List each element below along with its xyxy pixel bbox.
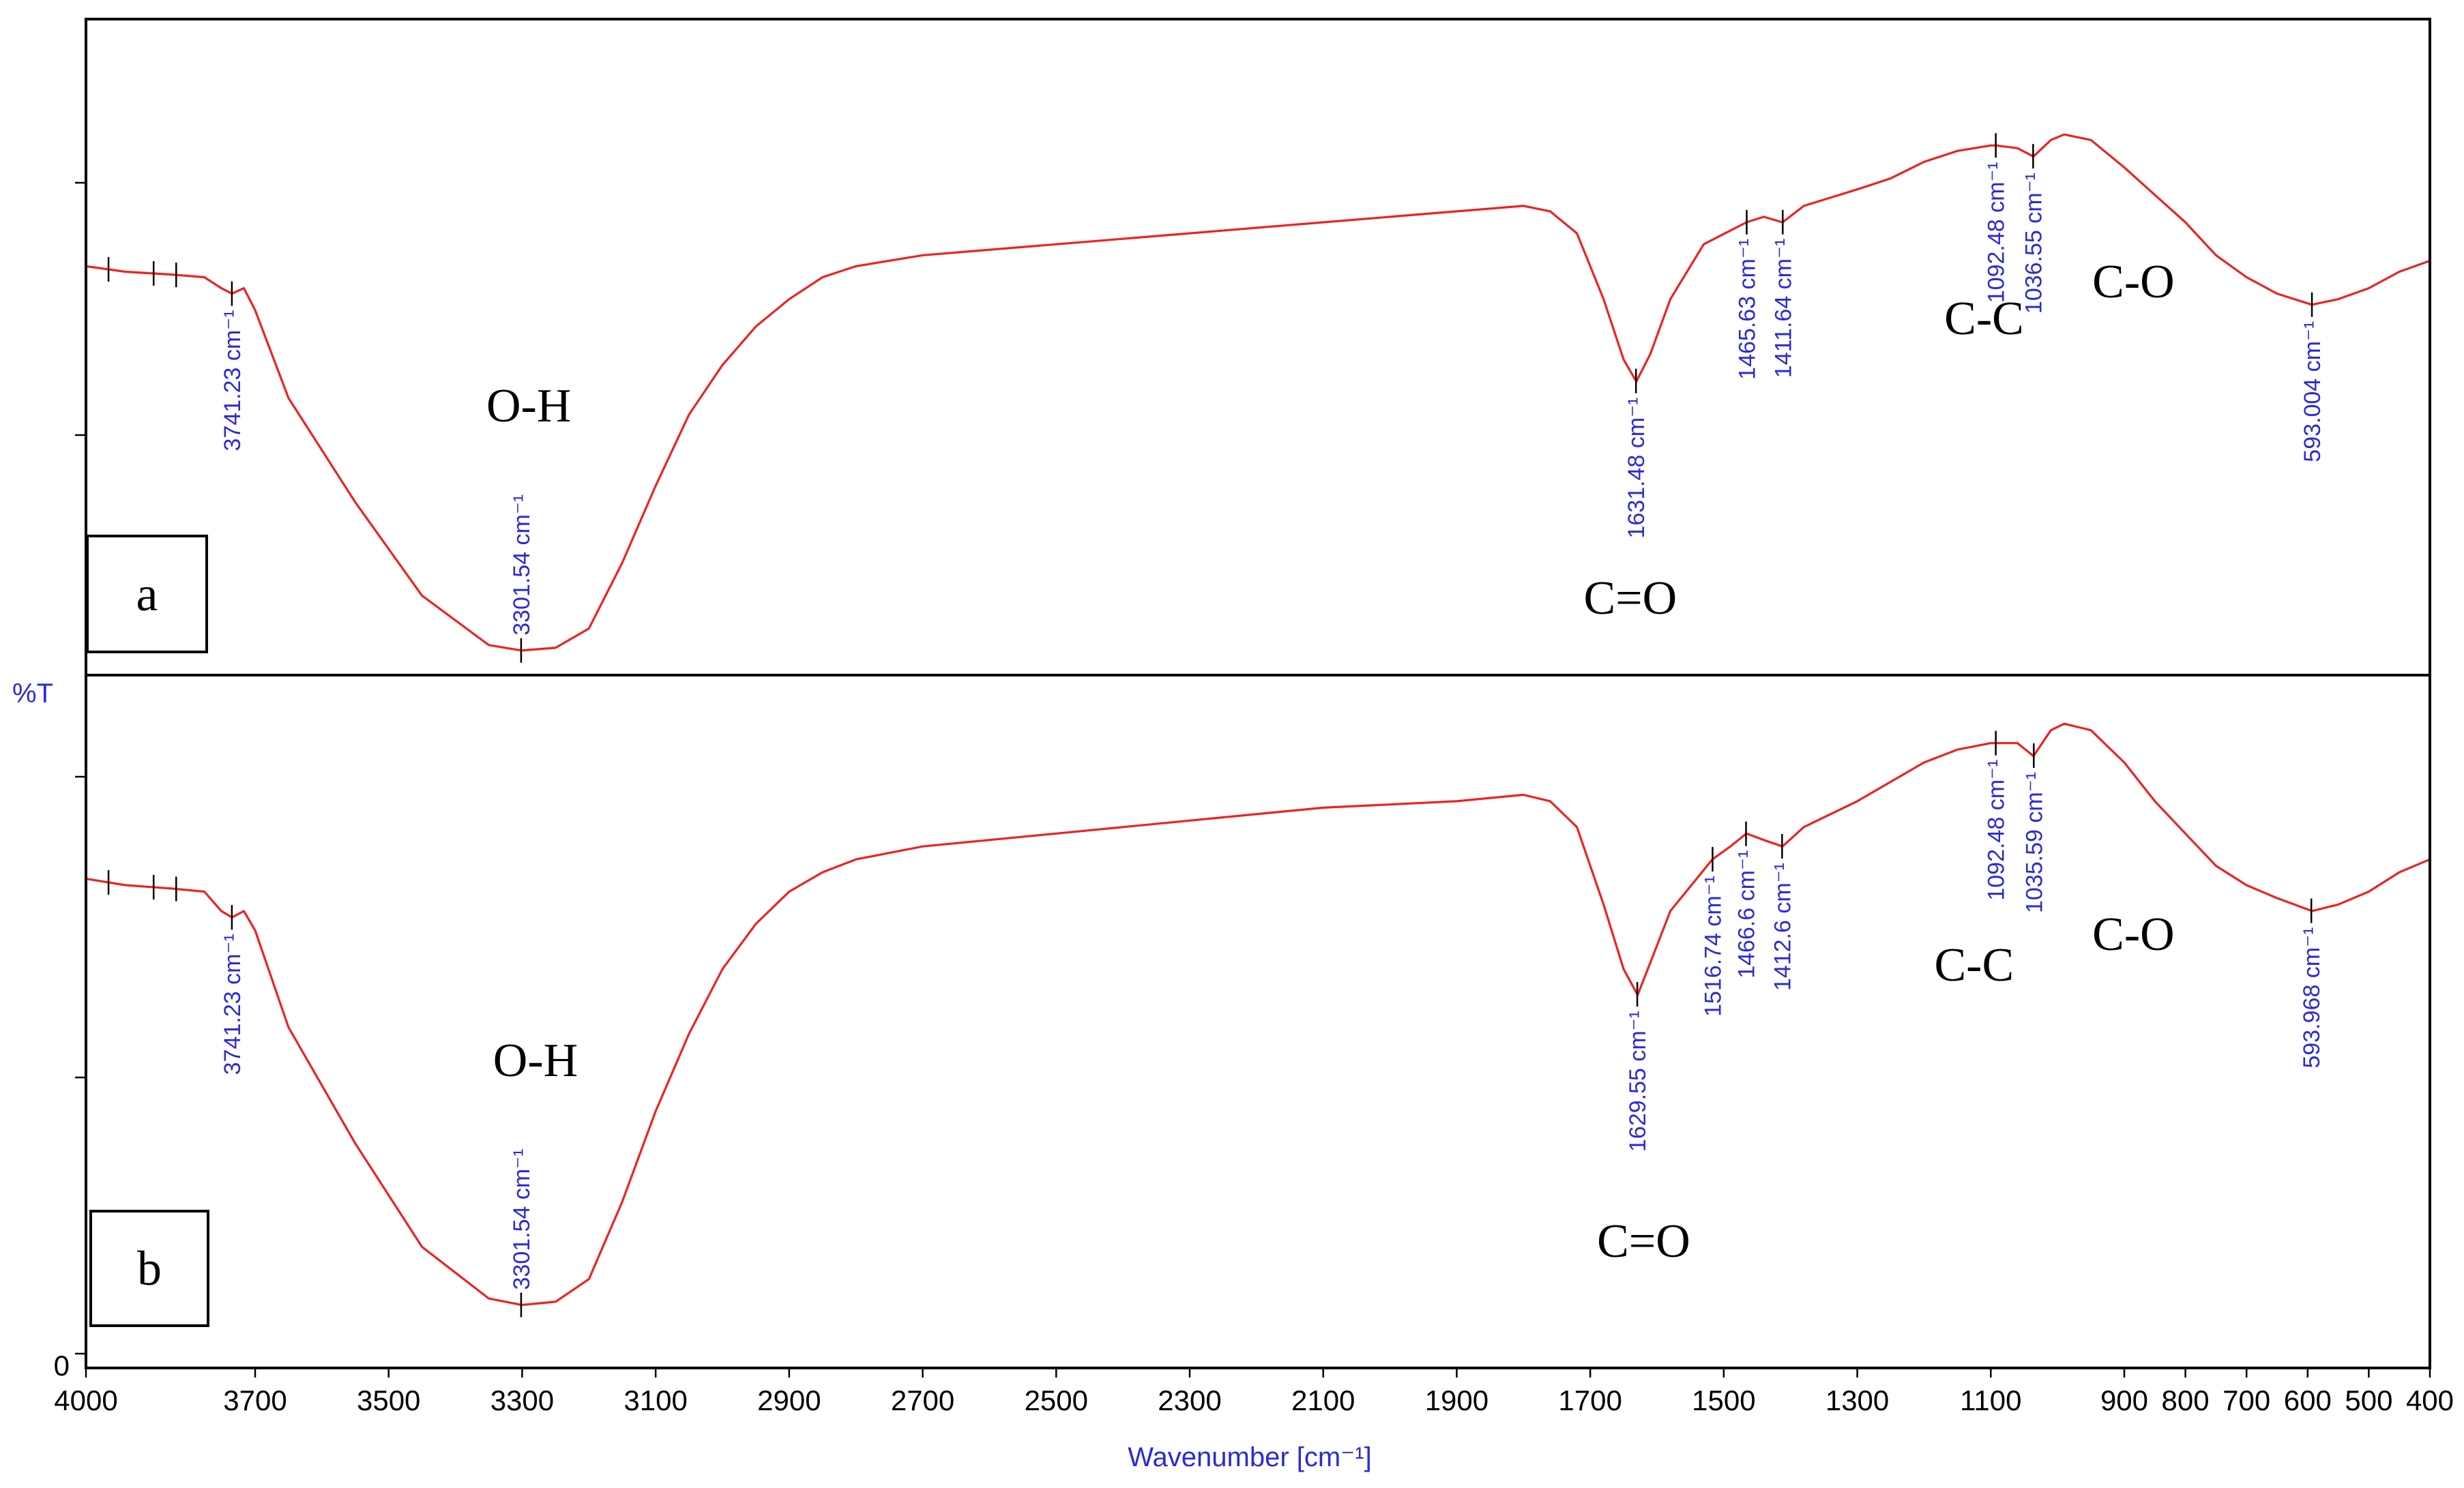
x-tick-label-17: 700 (2223, 1384, 2270, 1416)
peak-label-a-2: 1631.48 cm⁻¹ (1624, 398, 1649, 539)
peak-label-b-5: 1412.6 cm⁻¹ (1770, 863, 1795, 991)
x-tick-label-12: 1500 (1692, 1384, 1755, 1416)
x-tick-label-13: 1300 (1825, 1384, 1889, 1416)
peak-label-b-0: 3741.23 cm⁻¹ (220, 934, 246, 1075)
x-tick-label-1: 3700 (223, 1384, 287, 1416)
peak-label-a-1: 3301.54 cm⁻¹ (509, 494, 535, 636)
panel-letter-box-b (89, 1210, 209, 1327)
peak-label-a-5: 1092.48 cm⁻¹ (1984, 162, 2010, 303)
panel-letter-box-a (86, 535, 208, 653)
x-tick-label-6: 2700 (891, 1384, 954, 1416)
panel-a: 3741.23 cm⁻¹ 3301.54 cm⁻¹ 1631.48 cm⁻¹ 1465… (75, 133, 2431, 663)
peak-label-b-4: 1466.6 cm⁻¹ (1734, 850, 1760, 979)
peak-label-a-4: 1411.64 cm⁻¹ (1770, 239, 1796, 378)
group-label-a-2: C-C (1944, 293, 2024, 345)
x-tick-label-3: 3300 (490, 1384, 554, 1416)
x-tick-label-18: 600 (2284, 1384, 2332, 1416)
spectrum-line-b (85, 722, 2431, 1307)
group-label-b-1: C=O (1597, 1215, 1690, 1268)
x-tick-label-8: 2300 (1158, 1384, 1221, 1416)
peak-label-b-2: 1629.55 cm⁻¹ (1625, 1011, 1651, 1152)
x-tick-label-16: 800 (2162, 1384, 2210, 1416)
y-axis-title: %T (12, 679, 53, 709)
x-tick-label-9: 2100 (1291, 1384, 1355, 1416)
group-label-a-1: C=O (1583, 572, 1677, 625)
x-tick-label-11: 1700 (1558, 1384, 1622, 1416)
x-tick-label-15: 900 (2100, 1384, 2148, 1416)
peak-label-a-3: 1465.63 cm⁻¹ (1734, 239, 1760, 380)
peak-label-a-7: 593.004 cm⁻¹ (2300, 321, 2326, 462)
spectrum-line-a (85, 133, 2431, 652)
x-tick-label-14: 1100 (1960, 1384, 2021, 1416)
panel-letter-a: a (136, 567, 158, 621)
x-tick-label-4: 3100 (624, 1384, 687, 1416)
panel-letter-b: b (137, 1241, 162, 1296)
x-tick-label-10: 1900 (1425, 1384, 1488, 1416)
peak-label-b-6: 1092.48 cm⁻¹ (1984, 760, 2010, 901)
peak-label-b-7: 1035.59 cm⁻¹ (2021, 772, 2047, 913)
peak-label-b-3: 1516.74 cm⁻¹ (1700, 876, 1726, 1017)
group-label-a-0: O-H (486, 380, 571, 432)
group-label-b-3: C-O (2092, 908, 2175, 961)
plot-frame (85, 18, 2431, 1369)
peak-label-a-0: 3741.23 cm⁻¹ (220, 310, 246, 451)
x-tick-label-0: 4000 (54, 1384, 117, 1416)
panel-b: 3741.23 cm⁻¹ 3301.54 cm⁻¹ 1629.55 cm⁻¹ 1516… (75, 722, 2431, 1355)
peak-label-b-8: 593.968 cm⁻¹ (2299, 927, 2325, 1069)
x-tick-label-7: 2500 (1025, 1384, 1088, 1416)
group-label-b-0: O-H (493, 1035, 578, 1087)
group-label-a-3: C-O (2092, 256, 2175, 308)
x-tick-label-19: 500 (2345, 1384, 2392, 1416)
x-tick-label-20: 400 (2406, 1384, 2454, 1416)
peak-label-b-1: 3301.54 cm⁻¹ (509, 1149, 535, 1290)
group-label-b-2: C-C (1934, 939, 2014, 992)
y-zero-label: 0 (54, 1350, 70, 1382)
x-tick-label-5: 2900 (757, 1384, 821, 1416)
peak-label-a-6: 1036.55 cm⁻¹ (2021, 173, 2047, 314)
x-tick-label-2: 3500 (357, 1384, 420, 1416)
x-axis-title: Wavenumber [cm⁻¹] (1128, 1442, 1371, 1472)
